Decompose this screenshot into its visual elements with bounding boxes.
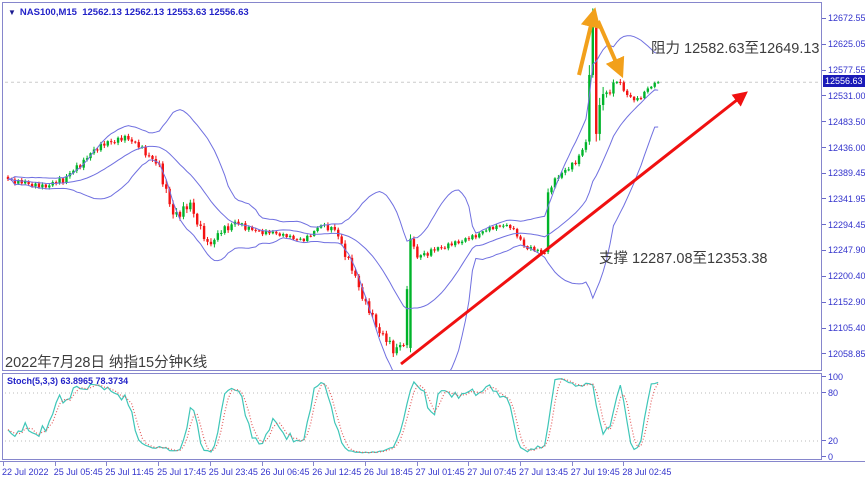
stoch-tick-label: 80	[828, 387, 839, 398]
price-tick-label: 12389.45	[828, 168, 865, 179]
stoch-tick-label: 20	[828, 435, 839, 446]
time-tick	[106, 462, 108, 466]
time-tick-label: 26 Jul 06:45	[260, 467, 310, 477]
stoch-tick	[822, 376, 826, 377]
time-tick-label: 27 Jul 13:45	[519, 467, 569, 477]
stoch-k-line	[7, 378, 659, 454]
price-tick	[822, 327, 826, 329]
current-price-badge: 12556.63	[823, 75, 865, 88]
time-tick	[54, 462, 56, 466]
price-tick-label: 12058.85	[828, 348, 865, 359]
stoch-tick	[822, 440, 826, 441]
price-tick	[822, 95, 826, 97]
symbol-dropdown-icon[interactable]: ▼	[8, 8, 16, 17]
trend-arrow[interactable]	[400, 91, 748, 366]
stoch-tick	[822, 456, 826, 457]
stochastic-canvas[interactable]	[3, 374, 821, 459]
time-tick-label: 27 Jul 19:45	[570, 467, 620, 477]
price-tick	[822, 147, 826, 149]
price-tick	[822, 172, 826, 174]
price-tick-label: 12247.90	[828, 245, 865, 256]
price-chart-canvas[interactable]	[3, 3, 821, 370]
stoch-d-line	[7, 378, 659, 454]
price-tick	[822, 275, 826, 277]
ohlc-close: 12556.63	[209, 7, 249, 18]
price-tick	[822, 353, 826, 355]
time-tick-label: 28 Jul 02:45	[622, 467, 672, 477]
stochastic-axis[interactable]: 100 80 20 0	[822, 371, 865, 462]
price-tick-label: 12672.55	[828, 13, 865, 24]
time-tick	[571, 462, 573, 466]
price-tick-label: 12341.95	[828, 193, 865, 204]
bb-lower	[7, 126, 659, 370]
stoch-tick-label: 100	[828, 371, 844, 382]
symbol-name: NAS100,M15	[19, 7, 77, 18]
ohlc-high: 12562.13	[124, 7, 165, 18]
ohlc-low: 12553.63	[166, 7, 207, 18]
bb-middle	[7, 89, 659, 310]
time-tick	[468, 462, 470, 466]
stochastic-header: Stoch(5,3,3) 63.8965 78.3734	[7, 376, 129, 386]
spike-marker-up[interactable]	[577, 7, 601, 76]
spike-marker-down[interactable]	[596, 20, 625, 79]
price-tick	[822, 198, 826, 200]
time-tick-label: 25 Jul 23:45	[208, 467, 258, 477]
symbol-ohlc-header: ▼ NAS100,M15 12562.13 12562.13 12553.63 1…	[8, 7, 249, 18]
price-tick-label: 12152.90	[828, 297, 865, 308]
price-tick-label: 12625.05	[828, 39, 865, 50]
price-tick	[822, 301, 826, 303]
price-tick-label: 12200.40	[828, 271, 865, 282]
time-tick	[3, 462, 4, 466]
time-tick	[520, 462, 521, 466]
price-tick	[822, 249, 826, 251]
time-tick-label: 27 Jul 07:45	[467, 467, 517, 477]
price-axis[interactable]: 12672.55 12625.05 12577.55 12531.00 12483.50…	[822, 2, 865, 370]
candles	[6, 8, 660, 357]
time-tick	[209, 462, 211, 466]
price-tick	[822, 69, 826, 71]
time-tick-label: 22 Jul 2022	[2, 467, 49, 477]
stochastic-panel: Stoch(5,3,3) 63.8965 78.3734	[2, 373, 822, 460]
price-tick-label: 12483.50	[828, 116, 865, 127]
price-tick	[822, 43, 826, 45]
resistance-annotation: 阻力 12582.63至12649.13	[651, 41, 820, 57]
price-tick	[822, 17, 826, 19]
main-chart-panel: ▼ NAS100,M15 12562.13 12562.13 12553.63 1…	[2, 2, 822, 371]
time-tick-label: 25 Jul 17:45	[157, 467, 207, 477]
price-tick-label: 12294.45	[828, 219, 865, 230]
price-tick	[822, 121, 826, 123]
time-tick	[623, 462, 625, 466]
bb-upper	[7, 35, 659, 242]
time-tick-label: 26 Jul 12:45	[312, 467, 362, 477]
ohlc-open: 12562.13	[82, 7, 122, 18]
support-annotation: 支撑 12287.08至12353.38	[599, 251, 768, 267]
time-tick	[158, 462, 160, 466]
time-tick-label: 27 Jul 01:45	[415, 467, 465, 477]
time-tick	[313, 462, 315, 466]
price-tick-label: 12531.00	[828, 90, 865, 101]
price-tick-label: 12577.55	[828, 65, 865, 76]
time-tick-label: 26 Jul 18:45	[363, 467, 413, 477]
price-tick-label: 12436.00	[828, 142, 865, 153]
stoch-tick-label: 0	[828, 451, 834, 462]
caption-annotation: 2022年7月28日 纳指15分钟K线	[5, 355, 208, 371]
time-tick	[416, 462, 418, 466]
price-tick-label: 12105.40	[828, 323, 865, 334]
stoch-tick	[822, 392, 826, 393]
price-tick	[822, 224, 826, 226]
time-tick-label: 25 Jul 11:45	[105, 467, 154, 477]
time-tick-label: 25 Jul 05:45	[53, 467, 103, 477]
time-tick	[261, 462, 263, 466]
time-tick	[364, 462, 366, 466]
time-axis[interactable]: 22 Jul 2022 25 Jul 05:45 25 Jul 11:45 25 Ju…	[0, 461, 865, 480]
